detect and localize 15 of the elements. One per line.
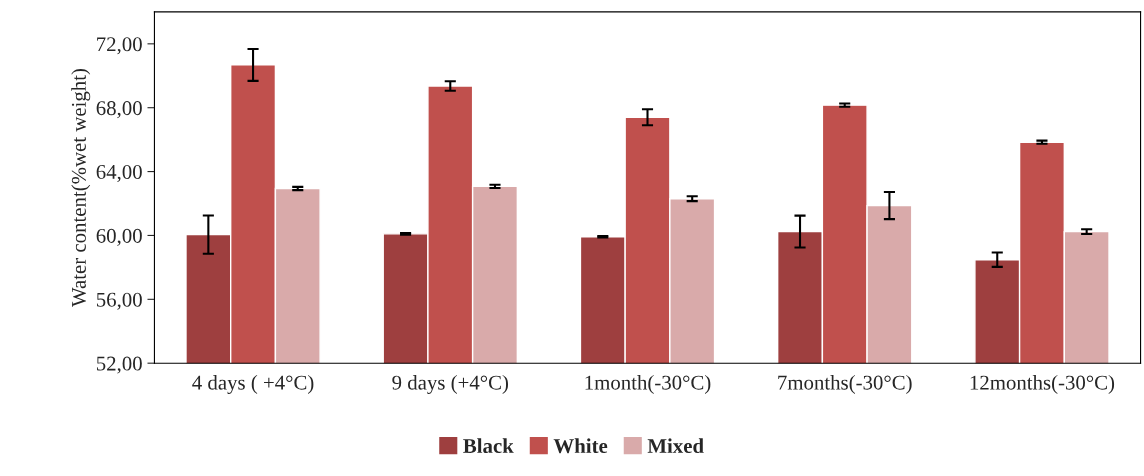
legend-label: Black — [463, 438, 514, 454]
x-tick-label: 4 days ( +4°C) — [192, 374, 314, 394]
y-tick-label: 56,00 — [96, 292, 142, 310]
x-tick-label: 1month(-30°C) — [585, 374, 711, 394]
y-tick-label: 52,00 — [96, 356, 142, 374]
y-tick-label: 64,00 — [96, 164, 142, 183]
x-tick-label: 7months(-30°C) — [778, 374, 912, 394]
y-tick-label: 60,00 — [96, 228, 142, 246]
legend-label: Mixed — [647, 438, 704, 454]
y-axis-title: Water content(%wet weight) — [71, 68, 91, 308]
legend-label: White — [553, 438, 608, 454]
x-tick-label: 12months(-30°C) — [970, 374, 1115, 394]
y-tick-label: 72,00 — [97, 37, 142, 55]
x-tick-label: 9 days (+4°C) — [392, 374, 509, 394]
y-tick-label: 68,00 — [96, 101, 142, 119]
